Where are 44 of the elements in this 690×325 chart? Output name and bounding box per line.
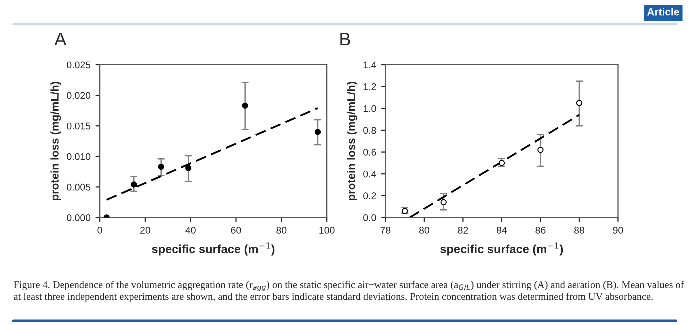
x-axis-title: specific surface (m$^{−1}$) [440,242,564,256]
x-tick-label: 80 [276,227,287,234]
y-tick-label: 0.005 [67,184,91,191]
x-tick-label: 86 [536,227,546,234]
y-tick-label: 0.025 [67,62,91,69]
x-axis-title: specific surface (m$^{−1}$) [152,242,275,256]
x-tick-label: 84 [496,227,508,234]
point [498,160,506,166]
x-tick-label: 100 [320,227,335,234]
x-tick-label: 60 [231,227,242,234]
y-tick-label: 1.2 [364,84,376,90]
x-tick-label: 82 [458,227,468,234]
x-tick-label: 20 [140,227,150,234]
y-tick-label: 0.8 [364,127,376,134]
chart-title: A [54,33,67,46]
point [158,164,164,170]
x-tick-label: 0 [98,227,102,234]
y-tick-label: 0.015 [67,122,91,130]
chart-title: B [340,33,350,46]
y-axis-title: protein loss (mg/mL/h) [50,82,62,201]
x-tick-label: 90 [613,227,624,234]
y-tick-label: 0.010 [67,153,91,160]
x-tick-label: 88 [574,227,584,234]
text: Article [647,8,680,16]
point [440,199,447,206]
y-tick-label: 0.000 [67,214,91,222]
y-tick-label: 0.0 [364,214,376,222]
y-tick-label: 0.2 [364,192,376,200]
caption: Figure 4. Dependence of the volumetric aggregation rate (r$_{agg}$) on the static specific air−water surface area (a$_{G/L}$) under stirring (A) and aeration (B). Mean values of at least three independent experiments are shown, and the error bars indicate standard deviations. Protein concentration was determined from UV absorbance. [14,281,684,302]
x-tick-label: 78 [380,227,391,234]
y-tick-label: 0.4 [364,170,376,178]
point [242,102,248,110]
x-tick-label: 40 [186,227,196,234]
point [576,100,583,106]
y-tick-label: 1.4 [364,62,376,69]
y-tick-label: 0.020 [67,92,91,100]
y-axis-title: protein loss (mg/mL/h) [347,82,358,201]
y-tick-label: 1.0 [364,105,376,112]
point [131,182,138,188]
point [314,129,322,136]
y-tick-label: 0.6 [364,149,376,156]
point [538,147,544,154]
point [186,165,192,172]
x-tick-label: 80 [419,227,430,234]
